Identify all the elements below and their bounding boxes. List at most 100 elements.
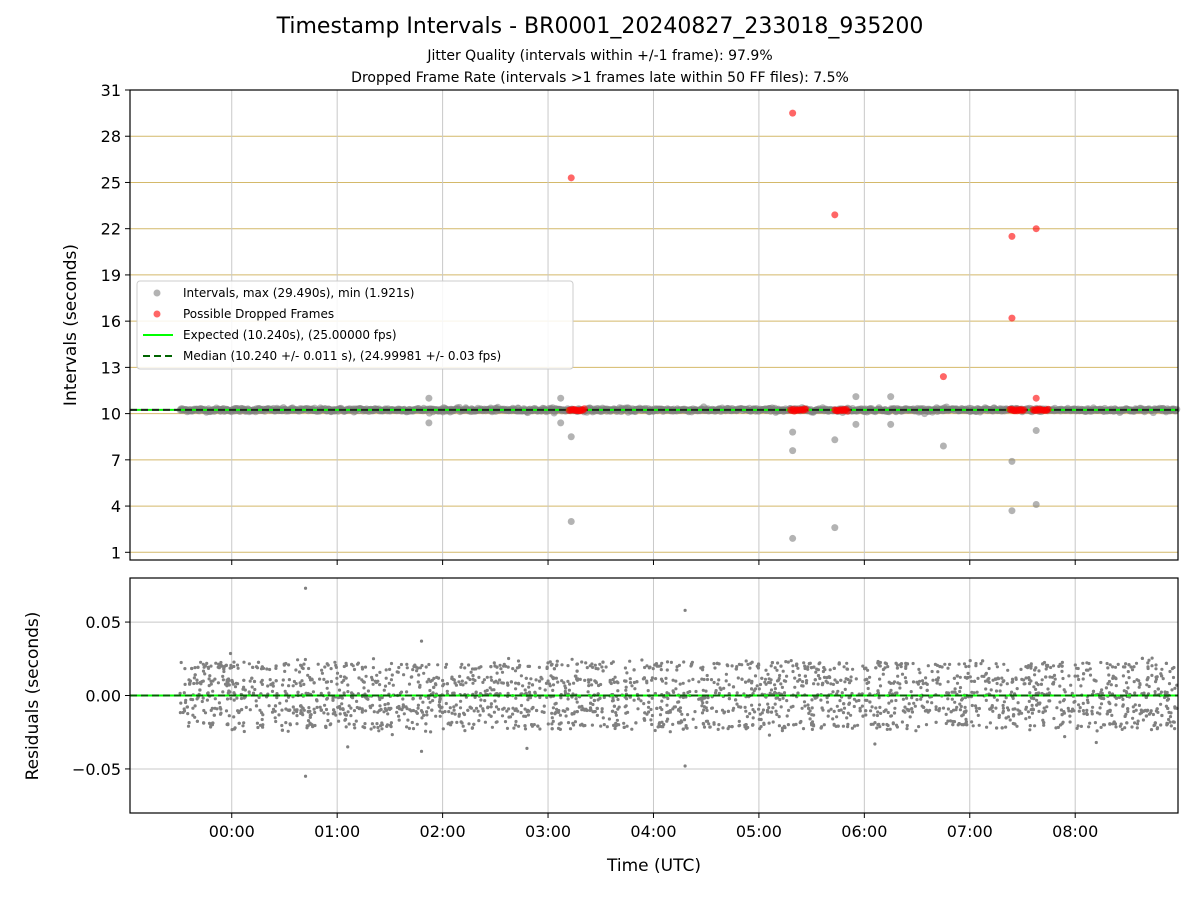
residual-point — [482, 678, 486, 682]
residual-point — [624, 704, 628, 708]
residual-point — [371, 657, 376, 661]
residual-point — [1033, 724, 1037, 728]
residual-point — [365, 696, 369, 701]
residual-point — [717, 723, 721, 727]
residual-point — [366, 689, 370, 693]
residual-point — [796, 691, 800, 695]
residual-point — [994, 662, 998, 666]
residual-point — [527, 690, 532, 694]
residual-point — [727, 697, 732, 701]
residual-point — [888, 727, 892, 731]
residual-point — [544, 681, 549, 685]
residual-point — [538, 727, 542, 731]
residual-point — [777, 691, 781, 695]
residual-point — [327, 691, 331, 695]
residuals-panel: −0.050.000.05 00:00 01:00 02:00 03:00 04:00 0… — [23, 577, 1179, 876]
residual-point — [1099, 660, 1103, 665]
residual-point — [659, 664, 663, 668]
residual-point — [744, 709, 748, 713]
residual-point — [378, 704, 382, 708]
residual-point — [506, 683, 510, 687]
residual-point — [869, 709, 873, 713]
residual-point — [585, 708, 589, 713]
residual-point — [1123, 665, 1127, 669]
residual-point — [806, 703, 810, 707]
interval-point — [567, 517, 575, 525]
residual-point — [926, 710, 930, 714]
residuals-series — [130, 586, 1179, 778]
residual-point — [1077, 703, 1081, 707]
residual-point — [958, 689, 962, 694]
residual-point — [821, 669, 826, 674]
residual-point — [1150, 656, 1154, 660]
residual-point — [572, 681, 576, 685]
dropped-frame-point — [844, 407, 851, 415]
residual-point — [909, 690, 913, 694]
residual-point — [1060, 664, 1064, 668]
residual-point — [660, 725, 664, 729]
residual-point — [506, 665, 510, 669]
residual-point — [466, 676, 470, 680]
x-tick-label: 03:00 — [525, 822, 571, 841]
residual-point — [810, 727, 815, 732]
residual-point — [545, 695, 549, 700]
residual-point — [666, 710, 671, 714]
residual-point — [328, 723, 332, 727]
residual-point — [802, 661, 806, 665]
residual-point — [1028, 728, 1032, 732]
residual-point — [407, 682, 412, 686]
residual-point — [917, 667, 921, 672]
residual-point — [283, 669, 287, 674]
residual-point — [860, 704, 865, 708]
residual-point — [819, 726, 823, 730]
x-tick-label: 04:00 — [630, 822, 676, 841]
residual-point — [836, 724, 840, 728]
residual-point — [953, 687, 957, 691]
residual-point — [961, 713, 965, 717]
intervals-y-tick-label: 4 — [111, 497, 121, 516]
residual-point — [611, 709, 615, 713]
interval-point — [789, 447, 797, 455]
residual-point — [970, 720, 974, 724]
residual-point — [1090, 709, 1094, 713]
residual-point — [384, 708, 389, 713]
residual-point — [209, 725, 213, 729]
residual-point — [526, 713, 531, 717]
residual-point — [1125, 691, 1129, 695]
residual-point — [198, 688, 202, 692]
interval-point — [1008, 507, 1016, 515]
residual-point — [203, 711, 208, 715]
residual-point — [461, 683, 465, 687]
residual-point — [868, 675, 872, 679]
residual-point — [292, 679, 296, 684]
residual-point — [829, 682, 833, 686]
residual-point — [1146, 661, 1150, 665]
residual-point — [370, 722, 374, 726]
residual-point — [853, 724, 857, 728]
residual-point — [748, 712, 752, 716]
dropped-frame-point — [1032, 225, 1040, 233]
residual-point — [270, 710, 275, 714]
residual-point — [891, 681, 896, 685]
residual-point — [201, 669, 206, 673]
residual-point — [872, 713, 876, 717]
residual-point — [420, 716, 424, 720]
residual-point — [964, 721, 968, 726]
residual-point — [271, 707, 276, 711]
residual-point — [748, 666, 752, 670]
dropped-frame-point — [1020, 406, 1028, 414]
residual-point — [260, 665, 264, 669]
residual-point — [536, 724, 540, 728]
residual-point — [308, 678, 313, 682]
residual-point — [1114, 703, 1118, 707]
residual-point — [333, 660, 337, 664]
residual-point — [717, 678, 721, 682]
residual-point — [202, 721, 206, 725]
residual-point — [634, 721, 638, 725]
residual-point — [1038, 701, 1042, 705]
residual-point — [1063, 735, 1067, 739]
residual-point — [1063, 690, 1067, 694]
residual-point — [677, 700, 681, 704]
residual-point — [1139, 711, 1144, 715]
residual-point — [705, 700, 709, 705]
